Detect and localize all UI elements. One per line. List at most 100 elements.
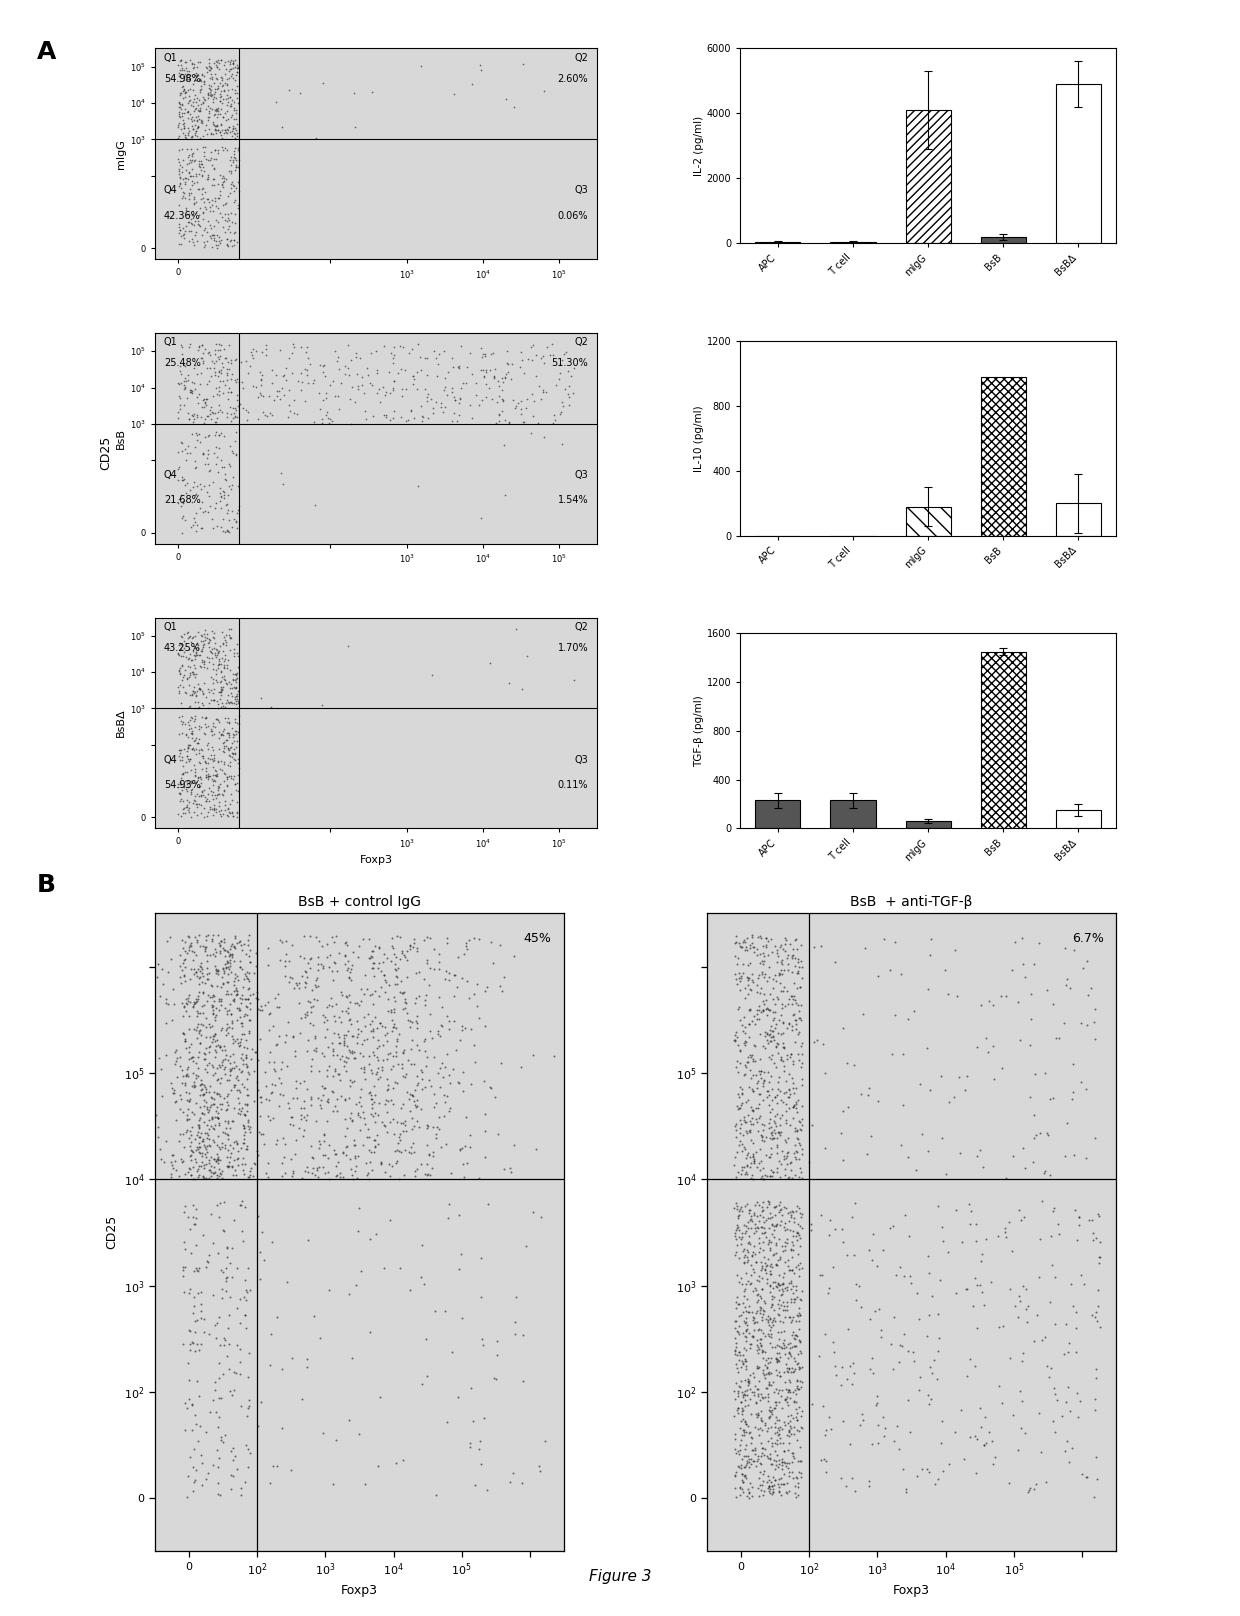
Point — [198, 800, 218, 826]
Point — [335, 950, 355, 976]
Point — [172, 667, 192, 693]
Point — [1069, 1204, 1089, 1230]
Point — [730, 1427, 750, 1453]
Point — [185, 680, 205, 706]
Point — [751, 1304, 771, 1330]
Point — [217, 1012, 237, 1037]
Point — [425, 1298, 445, 1324]
Point — [379, 973, 399, 999]
Point — [1011, 1207, 1030, 1233]
Point — [172, 928, 192, 953]
Point — [215, 207, 234, 233]
Point — [224, 220, 244, 246]
Point — [237, 960, 257, 986]
Point — [407, 1002, 427, 1028]
Point — [391, 1128, 410, 1154]
Point — [838, 1094, 858, 1120]
Point — [761, 1157, 781, 1183]
Point — [215, 454, 234, 480]
Point — [205, 69, 224, 95]
Point — [185, 635, 205, 661]
Point — [231, 1026, 250, 1052]
Point — [733, 1406, 753, 1432]
Point — [740, 1042, 760, 1068]
Point — [184, 947, 203, 973]
Point — [486, 410, 506, 436]
Point — [203, 469, 223, 494]
Point — [552, 431, 572, 457]
Point — [243, 336, 263, 362]
Point — [217, 360, 237, 386]
Point — [445, 963, 465, 989]
Point — [212, 399, 232, 425]
Point — [149, 1046, 169, 1071]
Point — [228, 178, 248, 204]
Point — [771, 1281, 791, 1307]
Point — [403, 1105, 423, 1131]
Point — [417, 383, 436, 409]
Point — [760, 1280, 780, 1306]
Point — [358, 1042, 378, 1068]
Point — [769, 1272, 789, 1298]
Point — [179, 144, 198, 170]
Point — [780, 1341, 800, 1367]
Point — [195, 386, 215, 412]
Point — [187, 630, 207, 656]
Text: Q2: Q2 — [574, 622, 588, 632]
Point — [212, 454, 232, 480]
Point — [728, 1285, 748, 1311]
Point — [1076, 1076, 1096, 1102]
Point — [289, 974, 309, 1000]
Point — [170, 630, 190, 656]
Point — [196, 389, 216, 415]
Point — [207, 406, 227, 431]
Point — [172, 934, 192, 960]
Point — [186, 95, 206, 121]
Point — [216, 344, 236, 370]
Point — [224, 139, 244, 165]
Point — [770, 1272, 790, 1298]
Point — [205, 116, 224, 142]
Point — [217, 99, 237, 124]
Point — [466, 370, 486, 396]
Point — [381, 1088, 401, 1113]
Point — [217, 226, 237, 252]
Point — [182, 171, 202, 197]
Point — [733, 1382, 753, 1408]
Point — [206, 113, 226, 139]
Point — [187, 53, 207, 79]
Point — [255, 1058, 275, 1084]
Point — [184, 659, 203, 685]
Point — [742, 1243, 761, 1269]
Point — [779, 1340, 799, 1366]
Point — [383, 1107, 403, 1133]
Point — [405, 1094, 425, 1120]
Point — [441, 1160, 461, 1186]
Point — [169, 705, 188, 730]
Point — [202, 506, 222, 532]
Point — [300, 1133, 320, 1159]
Point — [779, 1464, 799, 1490]
Point — [735, 1013, 755, 1039]
Point — [200, 1039, 219, 1065]
Point — [781, 1288, 801, 1314]
Point — [367, 1036, 387, 1062]
Point — [172, 74, 192, 100]
Point — [306, 1036, 326, 1062]
Point — [221, 1058, 241, 1084]
Point — [810, 1262, 830, 1288]
Point — [206, 451, 226, 477]
Point — [761, 1433, 781, 1459]
Point — [1085, 1026, 1105, 1052]
Point — [212, 1015, 232, 1041]
Point — [792, 1041, 812, 1067]
Point — [792, 1369, 812, 1395]
Point — [218, 118, 238, 144]
Point — [729, 931, 749, 957]
Point — [186, 221, 206, 247]
Point — [415, 992, 435, 1018]
Point — [181, 929, 201, 955]
Point — [176, 1063, 196, 1089]
Point — [210, 735, 229, 761]
Point — [180, 58, 200, 84]
